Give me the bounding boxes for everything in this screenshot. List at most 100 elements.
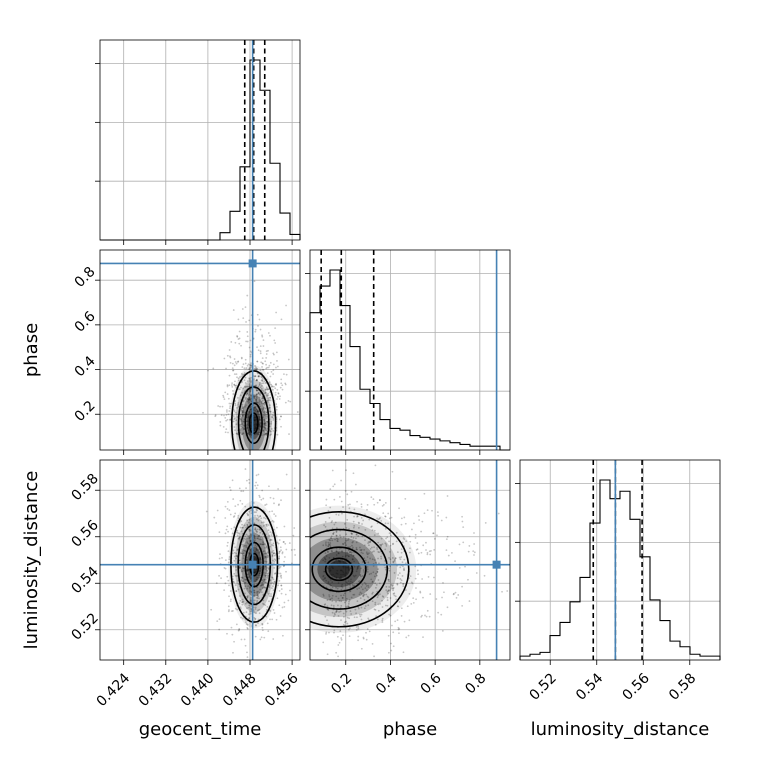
scatter-point — [256, 594, 259, 596]
scatter-point — [254, 515, 256, 517]
scatter-point — [279, 546, 282, 549]
scatter-point — [218, 618, 221, 621]
scatter-point — [213, 516, 216, 519]
scatter-point — [379, 602, 381, 605]
scatter-point — [362, 552, 364, 555]
scatter-point — [350, 490, 353, 493]
scatter-point — [278, 398, 281, 400]
scatter-point — [356, 515, 359, 517]
scatter-point — [342, 565, 344, 568]
scatter-point — [330, 537, 333, 540]
scatter-point — [348, 628, 350, 631]
scatter-point — [247, 363, 250, 366]
scatter-point — [365, 593, 368, 596]
scatter-point — [280, 592, 283, 595]
scatter-point — [352, 472, 355, 475]
scatter-point — [253, 416, 255, 419]
scatter-point — [382, 596, 385, 598]
scatter-point — [398, 507, 400, 510]
scatter-point — [389, 614, 392, 617]
scatter-point — [443, 591, 445, 594]
scatter-point — [265, 415, 267, 418]
scatter-point — [247, 521, 250, 524]
scatter-point — [261, 334, 263, 337]
scatter-point — [249, 599, 252, 602]
scatter-point — [228, 509, 231, 512]
scatter-point — [276, 433, 279, 436]
scatter-point — [258, 568, 261, 570]
scatter-point — [243, 587, 246, 590]
scatter-point — [255, 612, 258, 614]
scatter-point — [292, 534, 295, 537]
scatter-point — [335, 576, 338, 579]
scatter-point — [221, 556, 223, 559]
scatter-point — [222, 426, 225, 428]
scatter-point — [248, 429, 251, 431]
scatter-point — [246, 542, 249, 545]
scatter-point — [426, 553, 429, 556]
scatter-point — [378, 499, 381, 501]
scatter-point — [256, 518, 258, 521]
scatter-point — [272, 373, 275, 375]
scatter-point — [366, 570, 369, 573]
scatter-point — [355, 612, 357, 615]
scatter-point — [259, 350, 262, 353]
scatter-point — [272, 542, 275, 545]
scatter-point — [237, 588, 240, 591]
scatter-point — [376, 574, 378, 577]
scatter-point — [222, 394, 225, 397]
scatter-point — [356, 616, 358, 619]
scatter-point — [264, 581, 267, 584]
scatter-point — [333, 629, 336, 632]
scatter-point — [335, 527, 338, 529]
scatter-point — [388, 540, 390, 543]
scatter-point — [360, 567, 362, 570]
scatter-point — [348, 617, 351, 620]
scatter-point — [234, 429, 236, 432]
scatter-point — [325, 631, 328, 634]
scatter-point — [387, 592, 389, 595]
scatter-point — [244, 358, 247, 361]
scatter-point — [390, 534, 393, 537]
scatter-point — [274, 394, 277, 396]
scatter-point — [420, 615, 423, 618]
scatter-point — [387, 578, 390, 581]
scatter-point — [240, 490, 243, 493]
scatter-point — [427, 576, 430, 578]
scatter-point — [226, 508, 229, 510]
scatter-point — [396, 582, 399, 585]
scatter-point — [248, 430, 251, 433]
scatter-point — [260, 584, 263, 587]
scatter-point — [249, 388, 252, 391]
scatter-point — [347, 660, 349, 662]
scatter-point — [421, 614, 423, 617]
scatter-point — [240, 430, 242, 433]
scatter-point — [248, 528, 251, 531]
scatter-point — [272, 411, 275, 414]
scatter-point — [266, 572, 269, 575]
scatter-point — [359, 549, 362, 551]
scatter-point — [374, 464, 377, 467]
scatter-point — [226, 418, 229, 421]
scatter-point — [237, 377, 240, 380]
scatter-point — [374, 572, 377, 575]
scatter-point — [263, 380, 266, 383]
scatter-point — [278, 557, 280, 560]
scatter-point — [260, 570, 262, 572]
scatter-point — [245, 533, 248, 536]
scatter-point — [272, 388, 274, 391]
scatter-point — [335, 537, 338, 540]
scatter-point — [363, 544, 366, 547]
scatter-point — [269, 334, 271, 337]
scatter-point — [446, 535, 449, 538]
scatter-point — [261, 533, 264, 535]
scatter-point — [347, 565, 350, 568]
scatter-point — [337, 597, 340, 600]
scatter-point — [339, 560, 341, 563]
scatter-point — [419, 591, 422, 594]
scatter-point — [258, 383, 261, 385]
scatter-point — [360, 503, 363, 506]
scatter-point — [327, 695, 329, 697]
scatter-point — [342, 594, 345, 597]
density-level-4 — [246, 406, 261, 440]
